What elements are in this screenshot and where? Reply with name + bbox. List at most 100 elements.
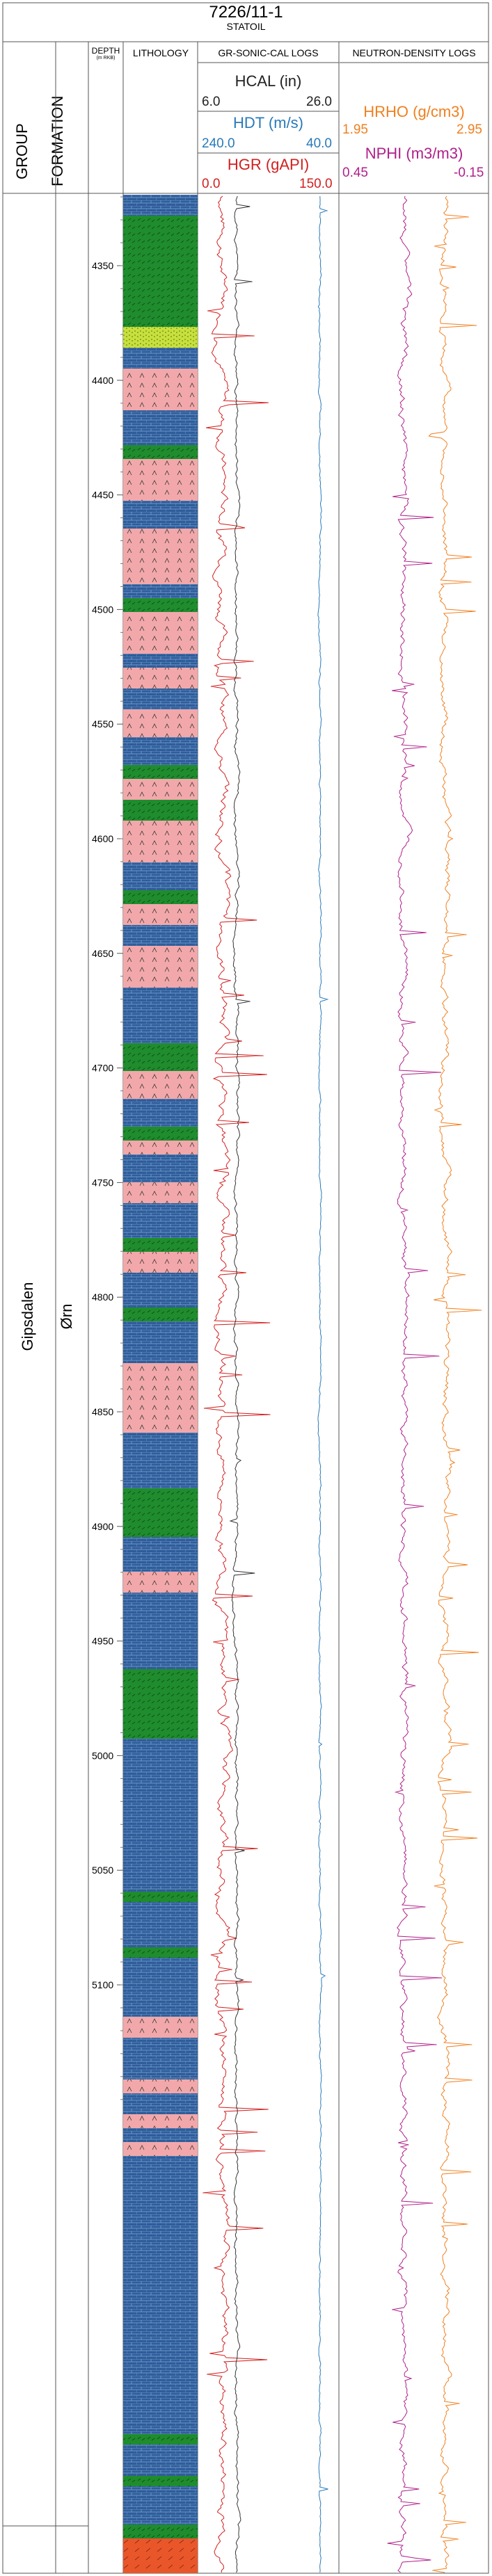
nphi-curve [387, 195, 443, 2573]
depth-tick-label: 4800 [92, 1291, 113, 1303]
lithology-interval [123, 1892, 198, 1902]
lithology-header: LITHOLOGY [132, 47, 189, 58]
lithology-interval [123, 2445, 198, 2476]
depth-tick-label: 4600 [92, 833, 113, 844]
hcal-curve [229, 195, 255, 2573]
lithology-interval [123, 654, 198, 668]
lithology-interval [123, 1043, 198, 1071]
hdt-max: 40.0 [306, 136, 332, 151]
hcal-min: 6.0 [202, 95, 221, 109]
depth-tick-label: 5100 [92, 1979, 113, 1990]
hrho-min: 1.95 [342, 122, 368, 137]
lithology-interval [123, 1203, 198, 1238]
lithology-interval [123, 1433, 198, 1488]
depth-tick-label: 4550 [92, 718, 113, 730]
depth-unit: (m RKB) [96, 56, 116, 61]
hrho-max: 2.95 [457, 122, 482, 137]
lithology-interval [123, 2525, 198, 2538]
lithology-interval [123, 1488, 198, 1537]
depth-tick-label: 4650 [92, 948, 113, 959]
lithology-interval [123, 327, 198, 348]
neutron-density-header: NEUTRON-DENSITY LOGS [352, 47, 476, 58]
depth-header: DEPTH [91, 46, 120, 56]
lithology-interval [123, 1739, 198, 1892]
depth-tick-label: 4950 [92, 1636, 113, 1647]
nphi-min: 0.45 [342, 166, 368, 180]
lithology-interval [123, 1363, 198, 1433]
lithology-interval [123, 1127, 198, 1141]
lithology-interval [123, 709, 198, 737]
lithology-interval [123, 1182, 198, 1203]
depth-tick-label: 4400 [92, 375, 113, 386]
lithology-interval [123, 1572, 198, 1593]
lithology-interval [123, 2538, 198, 2573]
lithology-interval [123, 946, 198, 988]
lithology-interval [123, 988, 198, 1043]
lithology-interval [123, 1154, 198, 1182]
depth-tick-label: 4350 [92, 260, 113, 271]
lithology-interval [123, 2434, 198, 2445]
gr-sonic-header: GR-SONIC-CAL LOGS [218, 47, 319, 58]
lithology-interval [123, 2156, 198, 2434]
lithology-interval [123, 2079, 198, 2093]
lithology-interval [123, 2476, 198, 2486]
lithology-interval [123, 2038, 198, 2079]
lithology-interval [123, 821, 198, 862]
lithology-interval [123, 1071, 198, 1099]
lithology-interval [123, 1099, 198, 1127]
lithology-interval [123, 1669, 198, 1739]
company-name: STATOIL [226, 21, 266, 32]
lithology-interval [123, 1537, 198, 1572]
lithology-interval [123, 737, 198, 765]
hrho-title: HRHO (g/cm3) [363, 103, 465, 120]
hrho-curve [428, 195, 482, 2573]
hcal-max: 26.0 [306, 95, 332, 109]
hdt-title: HDT (m/s) [232, 114, 304, 131]
lithology-interval [123, 1902, 198, 1947]
lithology-interval [123, 2486, 198, 2525]
lithology-interval [123, 689, 198, 709]
depth-tick-label: 4900 [92, 1521, 113, 1532]
lithology-interval [123, 2142, 198, 2156]
lithology-interval [123, 765, 198, 779]
depth-tick-label: 5000 [92, 1750, 113, 1761]
lithology-interval [123, 2128, 198, 2142]
lithology-interval [123, 1238, 198, 1252]
lithology-interval [123, 862, 198, 890]
depth-tick-label: 4450 [92, 490, 113, 501]
depth-tick-label: 5050 [92, 1865, 113, 1876]
lithology-interval [123, 1273, 198, 1307]
lithology-interval [123, 779, 198, 800]
depth-tick-label: 4700 [92, 1063, 113, 1074]
lithology-interval [123, 904, 198, 925]
well-name: 7226/11-1 [209, 3, 283, 22]
hdt-curve [317, 195, 329, 2573]
lithology-interval [123, 369, 198, 410]
lithology-interval [123, 445, 198, 459]
lithology-interval [123, 598, 198, 612]
depth-tick-label: 4850 [92, 1406, 113, 1417]
lithology-interval [123, 348, 198, 369]
lithology-interval [123, 195, 198, 216]
lithology-interval [123, 216, 198, 327]
lithology-interval [123, 1593, 198, 1669]
lithology-interval [123, 2017, 198, 2038]
lithology-interval [123, 1321, 198, 1363]
lithology-interval [123, 584, 198, 598]
lithology-interval [123, 925, 198, 946]
hgr-curve [203, 195, 271, 2573]
nphi-title: NPHI (m3/m3) [365, 145, 463, 162]
lithology-interval [123, 668, 198, 689]
hgr-max: 150.0 [299, 177, 333, 191]
hgr-min: 0.0 [202, 177, 221, 191]
depth-tick-label: 4500 [92, 604, 113, 615]
lithology-interval [123, 529, 198, 584]
lithology-interval [123, 1958, 198, 2017]
lithology-interval [123, 800, 198, 821]
hcal-title: HCAL (in) [235, 72, 302, 90]
lithology-interval [123, 612, 198, 654]
lithology-interval [123, 459, 198, 501]
hgr-title: HGR (gAPI) [227, 156, 310, 173]
lithology-interval [123, 890, 198, 904]
